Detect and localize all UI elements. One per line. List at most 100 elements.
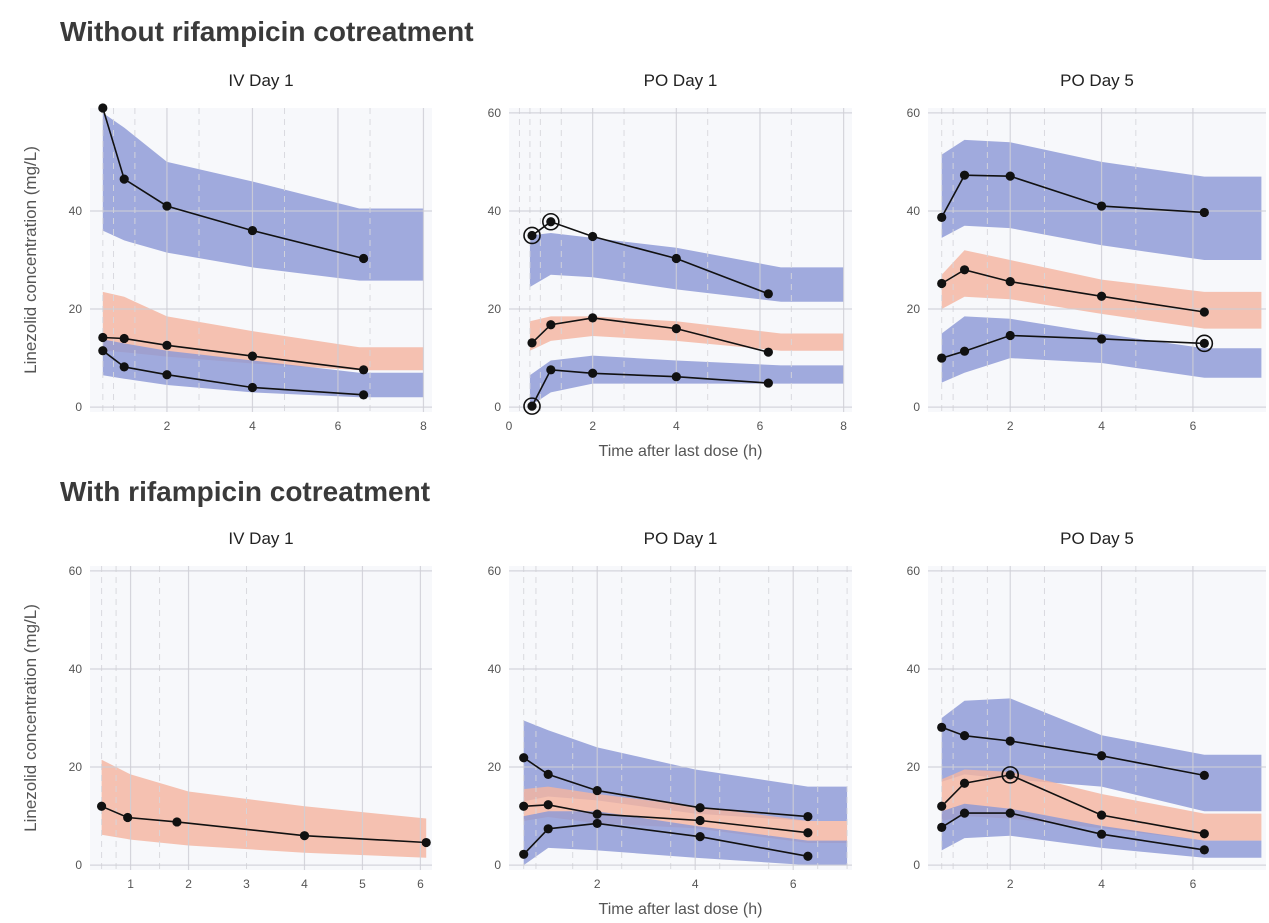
x-tick-label: 2: [1007, 419, 1014, 433]
panel-title: IV Day 1: [228, 529, 293, 548]
y-tick-label: 0: [494, 858, 501, 872]
data-point: [695, 803, 705, 813]
y-tick-label: 40: [488, 204, 502, 218]
x-tick-label: 2: [185, 877, 192, 891]
x-axis-label: Time after last dose (h): [599, 443, 763, 460]
x-tick-label: 3: [243, 877, 250, 891]
panel-title: PO Day 1: [644, 71, 718, 90]
data-point: [247, 351, 258, 361]
data-point: [1199, 845, 1209, 855]
data-point: [359, 253, 369, 264]
data-point: [937, 722, 947, 732]
x-tick-label: 8: [420, 419, 427, 433]
x-tick-label: 4: [673, 419, 680, 433]
panel-title: PO Day 5: [1060, 529, 1134, 548]
prediction-band-blue-3: [529, 355, 844, 407]
y-axis-label: Linezolid concentration (mg/L): [21, 146, 40, 374]
data-point: [1199, 207, 1209, 218]
data-point: [162, 340, 172, 350]
panel-4: 0 20 40 60 1 2 3 4 5 6 IV Day 1 Linezolid concentra…: [21, 529, 432, 891]
data-point: [763, 347, 773, 357]
x-tick-label: 6: [1190, 419, 1197, 433]
data-point: [959, 808, 970, 818]
data-point: [299, 831, 310, 841]
data-point: [937, 353, 947, 363]
prediction-band-blue-3: [102, 339, 424, 398]
x-tick-label: 2: [589, 419, 596, 433]
panel-3: 0 20 40 60 2 4 6 PO Day 5: [907, 71, 1266, 433]
data-point: [1096, 291, 1107, 301]
data-point: [959, 265, 970, 275]
data-point: [959, 346, 970, 356]
data-point: [119, 362, 129, 372]
x-tick-label: 4: [301, 877, 308, 891]
x-tick-label: 2: [594, 877, 601, 891]
data-point: [959, 170, 970, 180]
data-point: [527, 338, 537, 348]
y-tick-label: 40: [69, 204, 83, 218]
panel-2: 0 20 40 60 0 2 4 6 8 PO Day 1 Time after last dose…: [488, 71, 852, 460]
data-point: [527, 401, 537, 411]
data-point: [96, 801, 107, 811]
y-tick-label: 20: [907, 760, 921, 774]
y-tick-label: 0: [75, 858, 82, 872]
data-point: [543, 824, 553, 834]
outlier-ring: [523, 397, 541, 415]
x-tick-label: 6: [335, 419, 342, 433]
prediction-band-orange-2: [529, 316, 844, 351]
x-axis-label: Time after last dose (h): [599, 901, 763, 918]
data-point: [592, 809, 602, 819]
prediction-band-orange-1: [101, 759, 427, 858]
y-tick-label: 0: [913, 858, 920, 872]
data-point: [1199, 829, 1209, 839]
x-tick-label: 0: [506, 419, 513, 433]
data-point: [937, 278, 947, 289]
data-point: [592, 818, 602, 829]
data-point: [1096, 201, 1107, 211]
panel-1: 0 20 40 2 4 6 8 IV Day 1 Linezolid concentration…: [21, 71, 432, 433]
data-point: [695, 815, 705, 826]
data-point: [592, 785, 602, 796]
data-point: [247, 382, 258, 393]
data-point: [937, 212, 947, 222]
data-point: [1005, 330, 1015, 341]
data-point: [162, 201, 172, 211]
x-tick-label: 5: [359, 877, 366, 891]
data-point: [519, 753, 529, 763]
data-point: [359, 390, 369, 400]
panel-title: PO Day 1: [644, 529, 718, 548]
x-tick-label: 4: [249, 419, 256, 433]
data-point: [588, 313, 598, 323]
panel-5: 0 20 40 60 2 4 6 PO Day 1 Time after last dose (…: [488, 529, 852, 918]
y-tick-label: 0: [75, 400, 82, 414]
y-tick-label: 20: [69, 760, 83, 774]
data-point: [1199, 338, 1209, 348]
data-point: [1005, 171, 1015, 181]
data-point: [172, 817, 182, 827]
prediction-band-orange-2: [523, 786, 848, 843]
x-tick-label: 8: [840, 419, 847, 433]
x-tick-label: 4: [692, 877, 699, 891]
data-point: [543, 800, 553, 810]
data-point: [119, 174, 129, 184]
y-tick-label: 60: [488, 106, 502, 120]
y-tick-label: 60: [488, 564, 502, 578]
prediction-band-blue-1: [102, 112, 424, 281]
data-point: [247, 225, 258, 236]
data-point: [803, 811, 813, 822]
x-tick-label: 6: [757, 419, 764, 433]
y-tick-label: 20: [488, 302, 502, 316]
data-point: [1096, 810, 1107, 820]
prediction-band-blue-1: [529, 233, 844, 302]
outlier-ring: [1195, 334, 1214, 353]
data-point: [123, 812, 133, 823]
y-tick-label: 40: [488, 662, 502, 676]
data-point: [671, 324, 681, 334]
data-point: [959, 731, 970, 741]
data-point: [959, 778, 970, 788]
data-point: [1096, 829, 1107, 839]
x-tick-label: 2: [1007, 877, 1014, 891]
y-tick-label: 40: [907, 662, 921, 676]
data-point: [119, 333, 129, 344]
y-tick-label: 20: [69, 302, 83, 316]
